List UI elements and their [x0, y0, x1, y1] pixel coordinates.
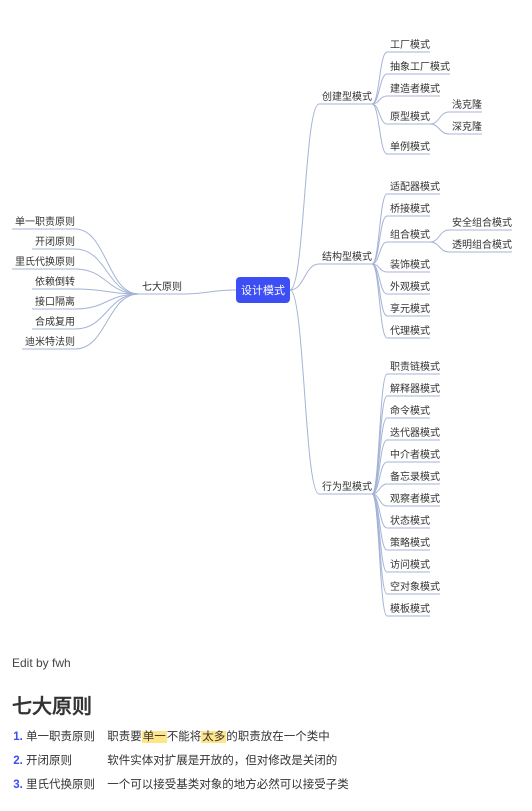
mindmap-node: 建造者模式 — [390, 82, 440, 95]
mindmap-node: 七大原则 — [142, 280, 182, 293]
mindmap-edge — [75, 294, 139, 329]
edit-by-label: Edit by fwh — [0, 650, 532, 676]
mindmap-node: 组合模式 — [390, 228, 430, 241]
mindmap-svg: 设计模式 七大原则 单一职责原则开闭原则里氏代换原则依赖倒转接口隔离合成复用迪米特法… — [0, 0, 532, 650]
mindmap-node: 结构型模式 — [322, 250, 372, 263]
root-label: 设计模式 — [241, 284, 285, 297]
mindmap-node: 空对象模式 — [390, 580, 440, 593]
section-heading: 七大原则 — [0, 676, 532, 727]
mindmap-node: 代理模式 — [390, 324, 430, 337]
mindmap-node: 浅克隆 — [452, 98, 482, 111]
mindmap-node: 抽象工厂模式 — [390, 60, 450, 73]
principle-desc: 软件实体对扩展是开放的，但对修改是关闭的 — [107, 755, 337, 767]
mindmap-edge — [75, 269, 139, 294]
list-item: 里氏代换原则 一个可以接受基类对象的地方必然可以接受子类 — [26, 775, 520, 797]
mindmap-node: 依赖倒转 — [35, 275, 75, 288]
mindmap-edge — [182, 290, 236, 294]
mindmap-node: 接口隔离 — [35, 295, 75, 308]
mindmap-node: 透明组合模式 — [452, 238, 512, 251]
mindmap-node: 开闭原则 — [35, 235, 75, 248]
mindmap-node: 工厂模式 — [390, 38, 430, 51]
mindmap-node: 单例模式 — [390, 140, 430, 153]
mindmap-edge — [75, 229, 139, 294]
mindmap-edge — [430, 242, 449, 252]
mindmap-edge — [290, 104, 319, 290]
mindmap-node: 合成复用 — [35, 315, 75, 328]
mindmap-node: 深克隆 — [452, 120, 482, 133]
mindmap-edge — [290, 264, 319, 290]
principle-name: 单一职责原则 — [26, 727, 104, 749]
mindmap-node: 行为型模式 — [322, 480, 372, 493]
mindmap-node: 模板模式 — [390, 602, 430, 615]
mindmap-edge — [430, 230, 449, 242]
mindmap-node: 桥接模式 — [390, 202, 430, 215]
mindmap-edge — [372, 216, 387, 264]
mindmap-node: 里氏代换原则 — [15, 255, 75, 268]
mindmap-node: 享元模式 — [390, 302, 430, 315]
principle-desc: 一个可以接受基类对象的地方必然可以接受子类 — [107, 779, 349, 791]
mindmap-node: 观察者模式 — [390, 492, 440, 505]
highlight: 太多 — [201, 731, 226, 743]
principle-desc: 职责要单一不能将太多的职责放在一个类中 — [107, 731, 330, 743]
mindmap-node: 安全组合模式 — [452, 216, 512, 229]
mindmap-node: 职责链模式 — [390, 360, 440, 373]
mindmap-edge — [430, 112, 449, 124]
principle-name: 开闭原则 — [26, 751, 104, 773]
mindmap-node: 迪米特法则 — [25, 335, 75, 348]
highlight: 单一 — [142, 731, 167, 743]
mindmap-node: 访问模式 — [390, 558, 430, 571]
principle-name: 里氏代换原则 — [26, 775, 104, 797]
mindmap-node: 单一职责原则 — [15, 215, 75, 228]
principles-list: 单一职责原则 职责要单一不能将太多的职责放在一个类中 开闭原则 软件实体对扩展是… — [0, 727, 532, 811]
mindmap-edge — [372, 104, 387, 154]
mindmap-node: 解释器模式 — [390, 382, 440, 395]
mindmap-node: 策略模式 — [390, 536, 430, 549]
mindmap-node: 状态模式 — [390, 514, 430, 527]
list-item: 单一职责原则 职责要单一不能将太多的职责放在一个类中 — [26, 727, 520, 749]
list-item: 开闭原则 软件实体对扩展是开放的，但对修改是关闭的 — [26, 751, 520, 773]
mindmap-edge — [290, 290, 319, 494]
mindmap-edge — [75, 249, 139, 294]
mindmap-node: 装饰模式 — [390, 258, 430, 271]
mindmap-node: 命令模式 — [390, 404, 430, 417]
mindmap-edge — [372, 264, 387, 338]
mindmap-node: 备忘录模式 — [390, 470, 440, 483]
mindmap-edge — [430, 124, 449, 134]
mindmap-node: 外观模式 — [390, 280, 430, 293]
mindmap-node: 迭代器模式 — [390, 426, 440, 439]
mindmap-edge — [75, 294, 139, 349]
mindmap-node: 创建型模式 — [322, 90, 372, 103]
mindmap-node: 中介者模式 — [390, 448, 440, 461]
mindmap-node: 原型模式 — [390, 110, 430, 123]
mindmap-node: 适配器模式 — [390, 180, 440, 193]
